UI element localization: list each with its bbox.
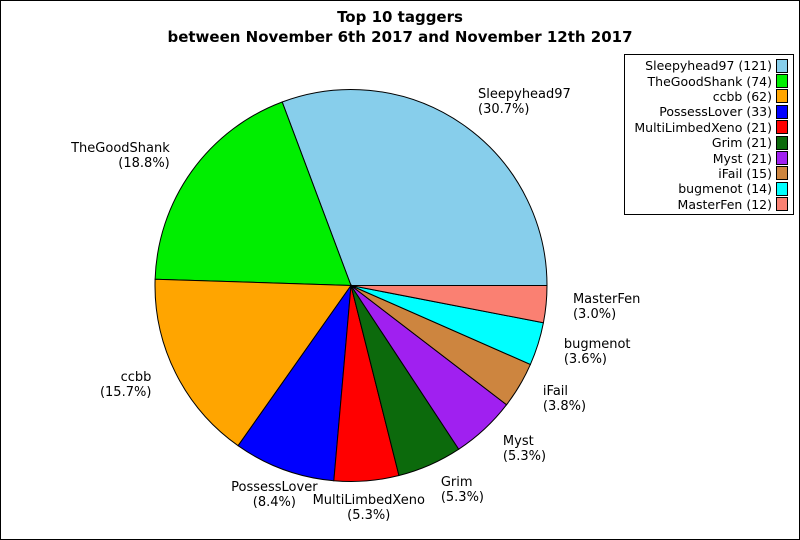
legend-swatch-MultiLimbedXeno [776, 120, 788, 135]
pie-slice-MasterFen [350, 285, 548, 324]
legend-label: MultiLimbedXeno (21) [634, 119, 772, 135]
legend-items: Sleepyhead97 (121) TheGoodShank (74) ccbb … [625, 58, 793, 212]
slice-label-name: iFail [542, 384, 569, 400]
pie-slice-TheGoodShank [154, 101, 352, 287]
slice-label-name: Myst [502, 433, 534, 449]
legend-swatch-MasterFen [776, 197, 788, 212]
legend-label: Sleepyhead97 (121) [645, 58, 772, 74]
slice-label-pct: (3.0%) [572, 306, 617, 322]
legend-label: PossessLover (33) [659, 104, 772, 120]
legend-item-Sleepyhead97: Sleepyhead97 (121) [625, 58, 793, 73]
legend-item-Grim: Grim (21) [625, 135, 793, 150]
slice-label-name: MultiLimbedXeno [312, 492, 425, 508]
legend-item-MasterFen: MasterFen (12) [625, 197, 793, 212]
slice-label-pct: (15.7%) [99, 384, 152, 400]
legend-swatch-PossessLover [776, 104, 788, 119]
legend-swatch-Grim [776, 135, 788, 150]
slice-label-pct: (30.7%) [478, 102, 530, 118]
slice-label-name: TheGoodShank [71, 140, 170, 156]
legend-label: iFail (15) [718, 165, 772, 181]
legend-swatch-Myst [776, 151, 788, 166]
legend-swatch-iFail [776, 166, 788, 181]
chart-title-line1: Top 10 taggers [337, 8, 463, 26]
legend-item-Myst: Myst (21) [625, 150, 793, 166]
slice-label-pct: (3.6%) [563, 352, 607, 368]
chart-title-line2: between November 6th 2017 and November 1… [167, 28, 633, 46]
legend-label: MasterFen (12) [677, 196, 772, 212]
legend-item-ccbb: ccbb (62) [625, 89, 793, 104]
slice-label-name: ccbb [120, 369, 152, 385]
legend-label: ccbb (62) [712, 88, 772, 104]
legend-swatch-TheGoodShank [776, 74, 788, 89]
slice-label-pct: (8.4%) [252, 494, 296, 510]
pie-slice-Sleepyhead97 [281, 89, 548, 286]
legend-item-TheGoodShank: TheGoodShank (74) [625, 73, 793, 89]
slice-label-bugmenot: bugmenot (3.6%) [564, 337, 631, 367]
slice-label-TheGoodShank: TheGoodShank (18.8%) [71, 141, 170, 171]
legend-swatch-bugmenot [776, 181, 788, 196]
slice-label-name: Grim [440, 474, 473, 490]
legend-swatch-ccbb [776, 89, 788, 104]
slice-label-Grim: Grim (5.3%) [441, 475, 484, 505]
slice-label-Myst: Myst (5.3%) [503, 434, 546, 464]
legend-swatch-Sleepyhead97 [776, 58, 788, 73]
slice-label-name: Sleepyhead97 [478, 87, 571, 103]
legend-label: TheGoodShank (74) [647, 73, 772, 89]
legend-label: Grim (21) [711, 135, 772, 151]
legend-item-iFail: iFail (15) [625, 166, 793, 181]
slice-label-iFail: iFail (3.8%) [543, 384, 586, 414]
slice-label-pct: (5.3%) [440, 489, 484, 505]
slice-label-pct: (3.8%) [542, 399, 587, 415]
legend: Sleepyhead97 (121) TheGoodShank (74) ccbb … [624, 54, 794, 215]
slice-label-pct: (5.3%) [347, 507, 391, 523]
legend-item-PossessLover: PossessLover (33) [625, 104, 793, 119]
slice-label-name: MasterFen [572, 291, 641, 307]
slice-label-ccbb: ccbb (15.7%) [100, 370, 151, 400]
legend-label: Myst (21) [712, 150, 772, 166]
legend-item-bugmenot: bugmenot (14) [625, 181, 793, 196]
chart-title: Top 10 taggers between November 6th 2017… [1, 7, 799, 47]
slice-label-Sleepyhead97: Sleepyhead97 (30.7%) [478, 87, 571, 117]
pie-slice-PossessLover [237, 283, 352, 482]
pie-slice-ccbb [154, 278, 352, 447]
slice-label-PossessLover: PossessLover (8.4%) [231, 480, 317, 510]
slice-label-name: PossessLover [231, 479, 318, 495]
slice-label-MasterFen: MasterFen (3.0%) [573, 292, 640, 322]
slice-label-pct: (5.3%) [502, 448, 547, 464]
legend-item-MultiLimbedXeno: MultiLimbedXeno (21) [625, 120, 793, 135]
slice-label-pct: (18.8%) [118, 155, 170, 171]
legend-label: bugmenot (14) [678, 181, 772, 197]
slice-label-MultiLimbedXeno: MultiLimbedXeno (5.3%) [313, 493, 425, 523]
slice-label-name: bugmenot [563, 337, 631, 353]
